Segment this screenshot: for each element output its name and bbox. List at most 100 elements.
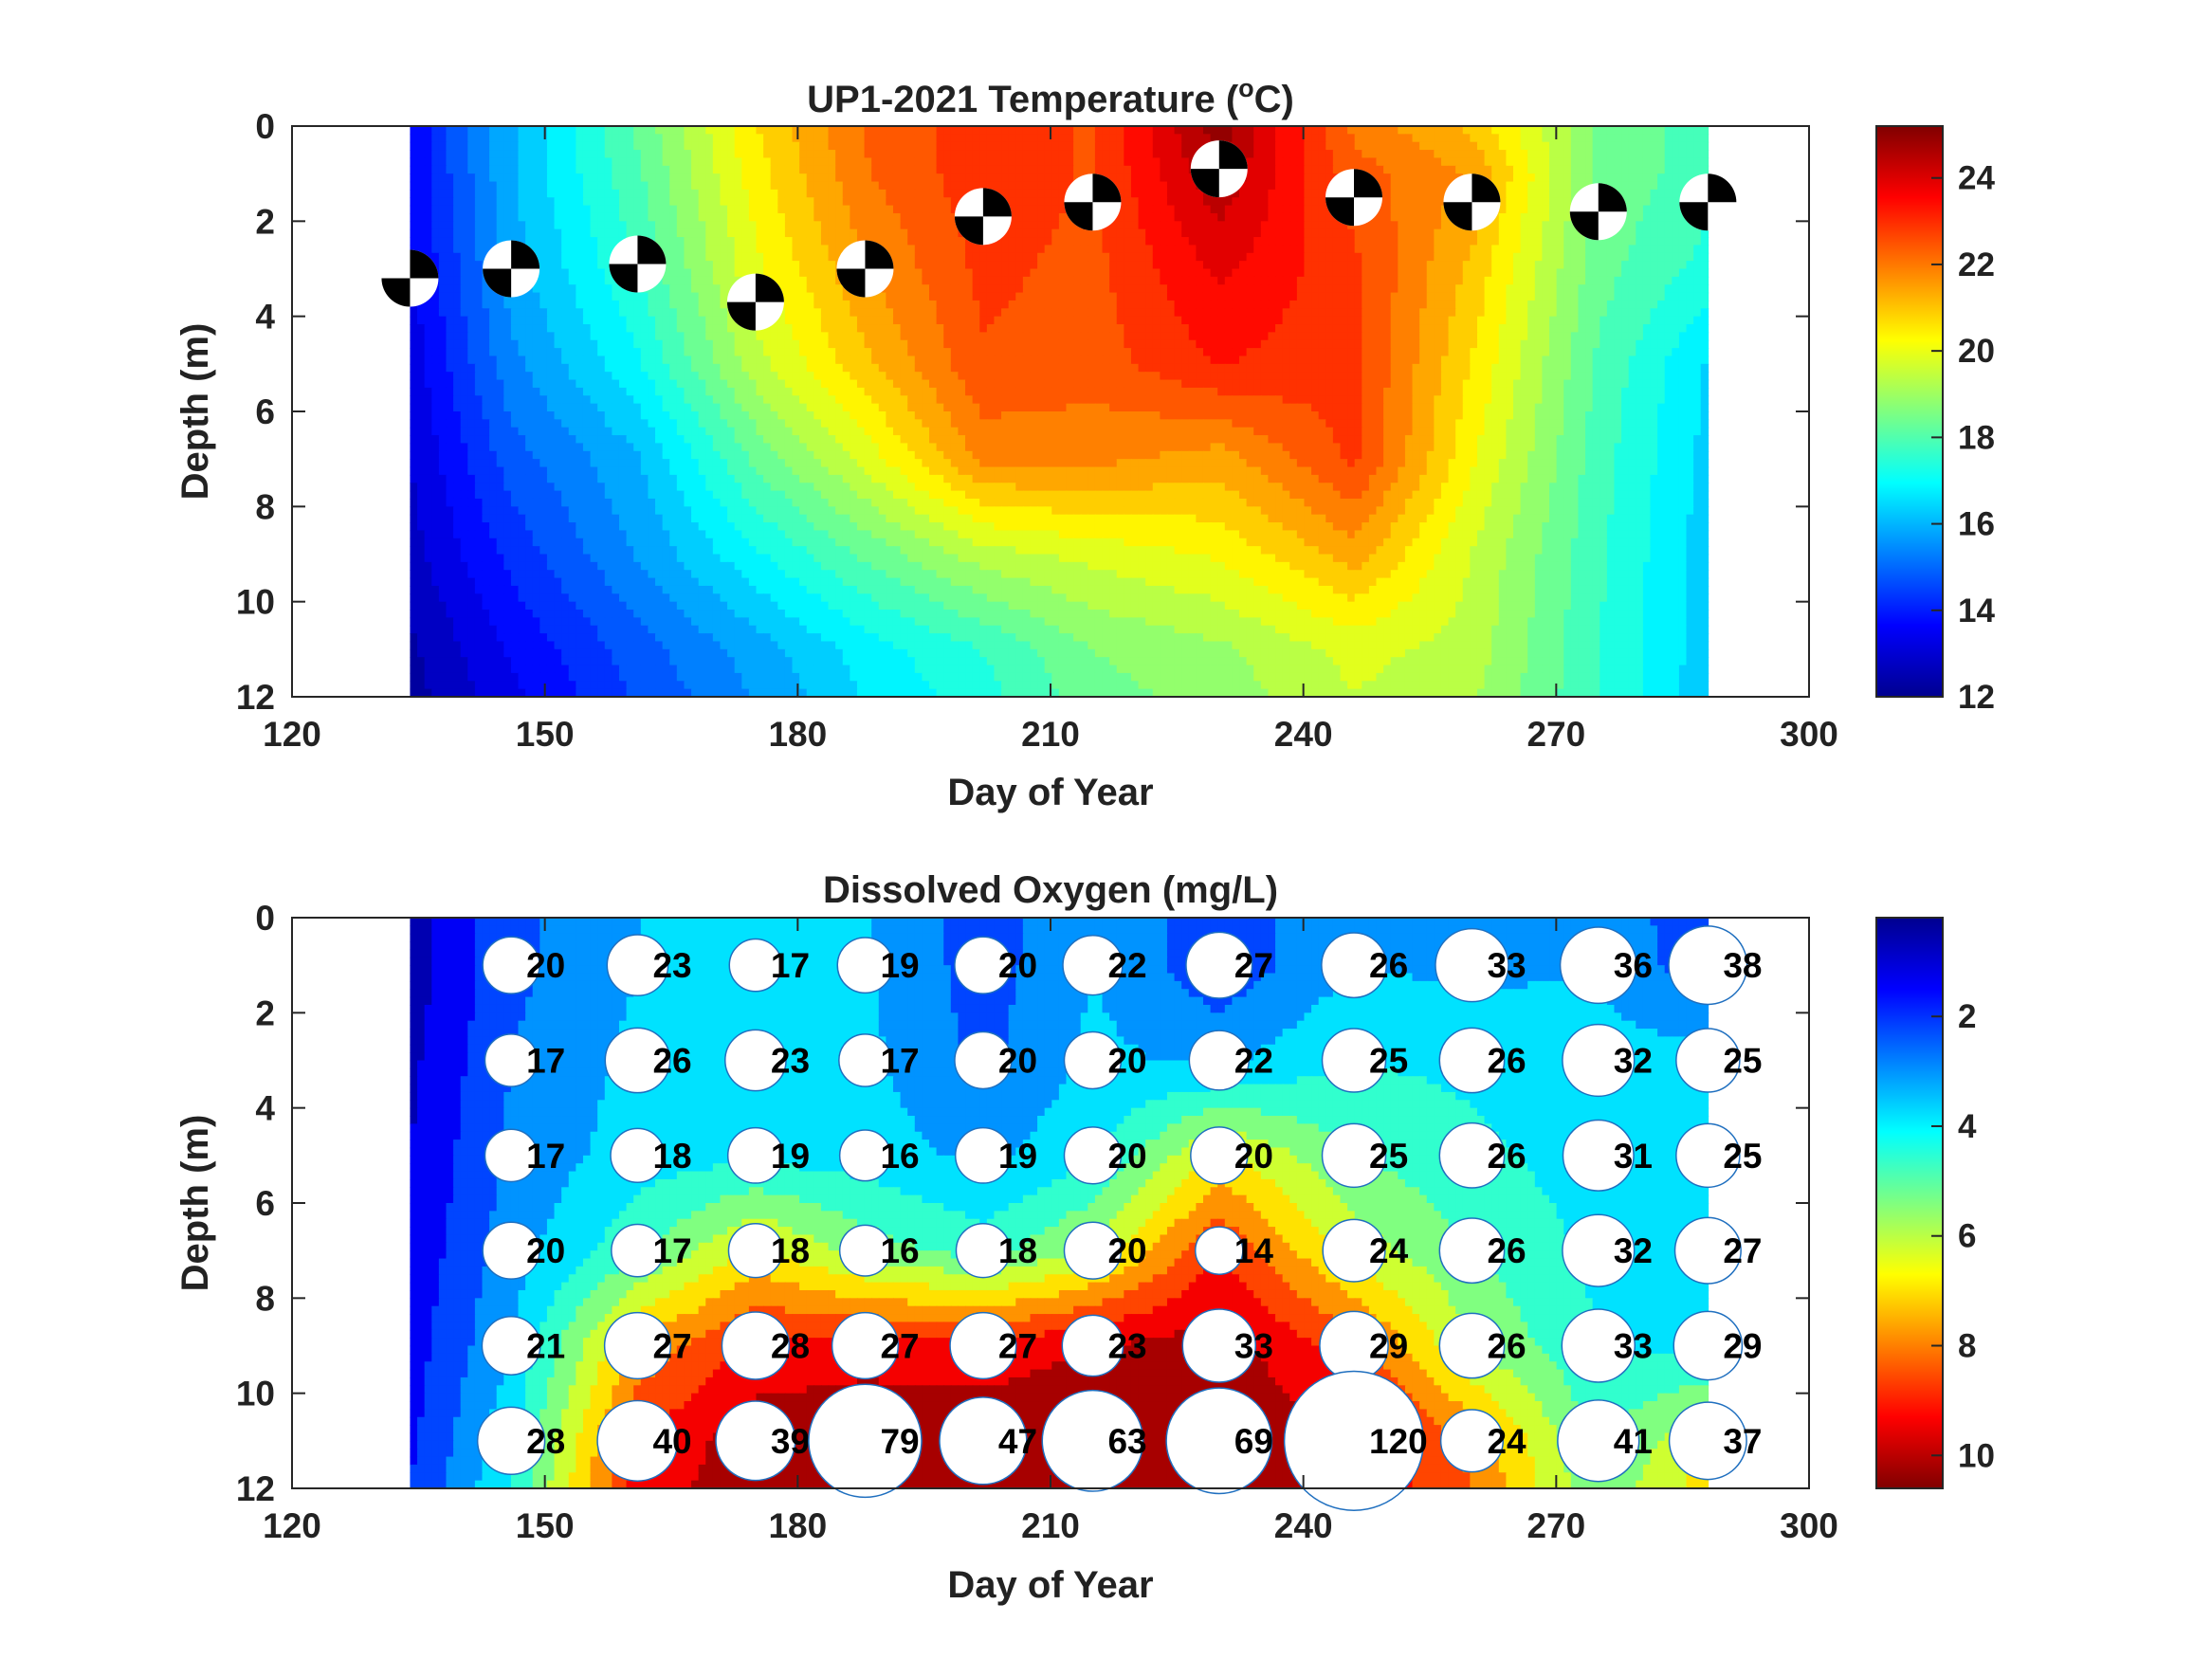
temperature-contour-cell [1578,157,1586,167]
temperature-contour-cell [922,332,930,341]
temperature-contour-cell [1008,173,1017,183]
temperature-contour-cell [467,197,476,207]
temperature-contour-cell [1520,228,1528,238]
temperature-contour-cell [727,197,736,207]
temperature-contour-cell [777,316,786,325]
temperature-contour-cell [914,245,923,254]
temperature-contour-cell [698,126,707,136]
temperature-contour-cell [1088,237,1096,246]
temperature-contour-cell [958,268,966,278]
temperature-contour-cell [1001,332,1010,341]
temperature-contour-cell [1621,276,1630,286]
temperature-contour-cell [1102,332,1110,341]
temperature-contour-cell [489,150,498,159]
temperature-contour-cell [1506,237,1514,246]
temperature-contour-cell [892,228,902,238]
temperature-contour-cell [907,332,916,341]
temperature-contour-cell [539,339,548,349]
temperature-contour-cell [994,332,1002,341]
temperature-contour-cell [1008,268,1017,278]
temperature-contour-cell [871,212,880,223]
temperature-contour-cell [828,134,836,143]
temperature-contour-cell [712,212,722,223]
temperature-contour-cell [1570,165,1580,174]
temperature-contour-cell [1152,261,1161,270]
temperature-contour-cell [1253,300,1262,310]
temperature-contour-cell [453,165,462,174]
temperature-contour-cell [1448,245,1456,254]
temperature-contour-cell [1383,228,1392,238]
temperature-contour-cell [453,261,462,270]
temperature-contour-cell [460,150,469,159]
temperature-contour-cell [618,284,628,294]
temperature-contour-cell [1044,134,1053,143]
temperature-contour-cell [770,134,779,143]
temperature-contour-cell [1412,308,1420,318]
temperature-contour-cell [1037,245,1046,254]
temperature-contour-cell [814,316,822,325]
temperature-contour-cell [1196,141,1204,151]
temperature-contour-cell [1506,300,1514,310]
temperature-contour-cell [1592,332,1601,341]
temperature-contour-cell [1232,126,1240,136]
temperature-contour-cell [871,308,880,318]
temperature-contour-cell [1628,221,1637,230]
temperature-contour-cell [482,237,490,246]
temperature-contour-cell [734,197,743,207]
temperature-contour-cell [720,205,728,214]
temperature-contour-cell [525,126,534,136]
temperature-contour-cell [1325,324,1334,334]
temperature-contour-cell [1491,276,1500,286]
temperature-contour-cell [438,284,448,294]
temperature-contour-cell [1181,276,1190,286]
temperature-contour-cell [784,316,794,325]
temperature-contour-cell [1318,173,1327,183]
temperature-contour-cell [446,284,454,294]
temperature-contour-cell [777,150,786,159]
temperature-contour-cell [907,316,916,325]
temperature-contour-cell [1404,292,1414,301]
temperature-contour-cell [1556,292,1565,301]
temperature-contour-cell [1296,189,1306,199]
temperature-contour-cell [828,197,836,207]
temperature-contour-cell [1650,221,1658,230]
temperature-contour-cell [1506,228,1514,238]
temperature-contour-cell [489,292,498,301]
temperature-contour-cell [1311,284,1320,294]
temperature-contour-cell [1030,308,1038,318]
temperature-contour-cell [1196,268,1204,278]
temperature-contour-cell [1700,150,1709,159]
temperature-contour-cell [1642,308,1652,318]
temperature-contour-cell [871,157,880,167]
temperature-contour-cell [1376,252,1384,262]
temperature-contour-cell [1498,165,1508,174]
temperature-contour-cell [532,300,541,310]
temperature-contour-cell [1166,126,1176,136]
temperature-contour-cell [1693,252,1702,262]
temperature-contour-cell [1030,300,1038,310]
temperature-contour-cell [582,300,592,310]
temperature-contour-cell [1520,308,1528,318]
temperature-contour-cell [655,228,664,238]
temperature-contour-cell [1268,292,1276,301]
temperature-contour-cell [1102,292,1110,301]
temperature-contour-cell [892,332,902,341]
temperature-contour-cell [698,276,707,286]
temperature-contour-cell [525,165,534,174]
temperature-contour-cell [799,165,808,174]
temperature-contour-cell [1145,308,1154,318]
temperature-contour-cell [1657,212,1666,223]
temperature-contour-cell [1700,157,1709,167]
temperature-contour-cell [1419,126,1428,136]
temperature-contour-cell [864,157,872,167]
temperature-contour-cell [748,189,758,199]
temperature-contour-cell [1116,228,1125,238]
temperature-contour-cell [554,150,562,159]
temperature-contour-cell [1058,237,1068,246]
temperature-contour-cell [756,261,764,270]
temperature-contour-cell [1404,173,1414,183]
temperature-contour-cell [1058,157,1068,167]
temperature-contour-cell [1311,197,1320,207]
temperature-contour-cell [1434,150,1442,159]
temperature-contour-cell [705,212,714,223]
